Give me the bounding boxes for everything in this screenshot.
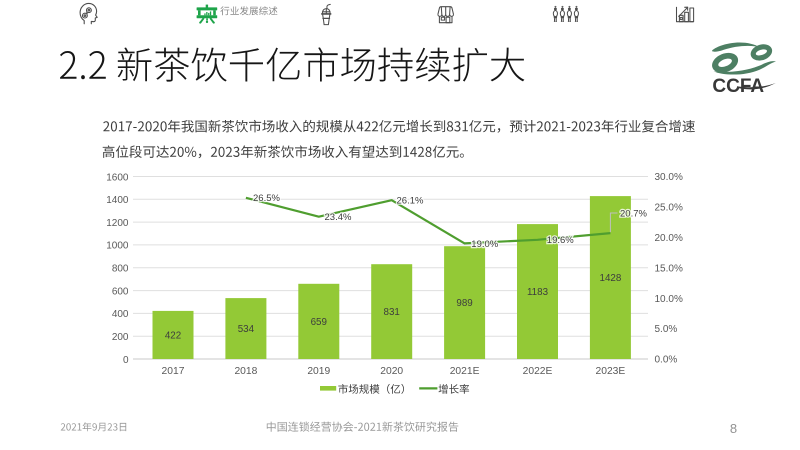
svg-text:2020: 2020 xyxy=(380,366,403,377)
svg-text:2017: 2017 xyxy=(162,366,185,377)
svg-text:23.4%: 23.4% xyxy=(325,212,352,223)
svg-text:25.0%: 25.0% xyxy=(655,203,683,214)
svg-text:0.0%: 0.0% xyxy=(655,355,678,366)
svg-text:831: 831 xyxy=(384,307,400,318)
svg-text:400: 400 xyxy=(112,309,129,320)
svg-text:0: 0 xyxy=(123,355,129,366)
svg-text:2023E: 2023E xyxy=(596,366,626,377)
svg-text:2019: 2019 xyxy=(307,366,330,377)
svg-text:600: 600 xyxy=(112,286,129,297)
svg-text:19.6%: 19.6% xyxy=(547,235,574,246)
svg-text:19.0%: 19.0% xyxy=(471,239,498,250)
svg-text:989: 989 xyxy=(456,298,472,309)
svg-text:2018: 2018 xyxy=(234,366,257,377)
svg-text:422: 422 xyxy=(165,330,181,341)
svg-text:800: 800 xyxy=(112,264,129,275)
svg-text:15.0%: 15.0% xyxy=(655,263,683,274)
svg-text:2022E: 2022E xyxy=(523,366,553,377)
svg-text:20.7%: 20.7% xyxy=(620,208,647,219)
svg-text:20.0%: 20.0% xyxy=(655,233,683,244)
svg-text:26.5%: 26.5% xyxy=(253,193,280,204)
svg-text:1183: 1183 xyxy=(527,287,549,298)
svg-text:2021E: 2021E xyxy=(450,366,480,377)
svg-text:8: 8 xyxy=(730,421,737,436)
svg-text:30.0%: 30.0% xyxy=(655,172,683,183)
svg-text:1400: 1400 xyxy=(106,195,129,206)
svg-text:659: 659 xyxy=(311,317,327,328)
svg-text:10.0%: 10.0% xyxy=(655,294,683,305)
svg-text:1428: 1428 xyxy=(600,273,622,284)
svg-text:1200: 1200 xyxy=(106,218,129,229)
svg-text:1000: 1000 xyxy=(106,241,129,252)
svg-text:5.0%: 5.0% xyxy=(655,324,678,335)
svg-text:1600: 1600 xyxy=(106,172,129,183)
svg-text:534: 534 xyxy=(238,324,255,335)
svg-text:26.1%: 26.1% xyxy=(397,196,424,207)
svg-text:200: 200 xyxy=(112,332,129,343)
